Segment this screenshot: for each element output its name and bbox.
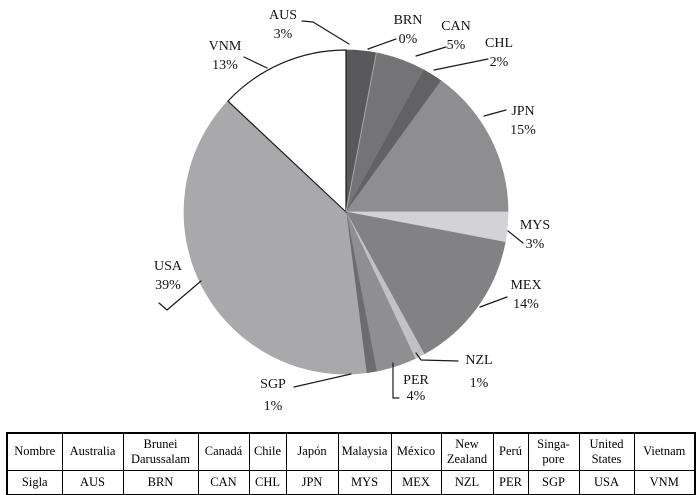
pie-label-pct: 0%	[398, 32, 418, 47]
pie-label-code: JPN	[511, 104, 535, 119]
leader-line-chl	[433, 58, 489, 71]
table-cell-sigla: USA	[578, 470, 635, 495]
pie-label-code: SGP	[260, 377, 286, 392]
pie-label-sgp: SGP 1%	[241, 374, 305, 418]
pie-label-pct: 2%	[489, 55, 509, 70]
pie-label-code: CAN	[441, 19, 471, 34]
pie-chart	[158, 20, 524, 399]
leader-line-vnm	[243, 56, 268, 69]
pie-slice-mex	[345, 211, 506, 355]
pie-label-pct: 4%	[406, 389, 426, 404]
pie-label-code: VNM	[208, 39, 242, 54]
table-cell-nombre: Vietnam	[633, 432, 696, 471]
pie-label-jpn: JPN 15%	[491, 102, 555, 140]
table-cell-nombre: United States	[578, 432, 635, 471]
table-cell-sigla: AUS	[61, 470, 124, 495]
table-cell-nombre: Perú	[492, 432, 529, 471]
pie-label-pct: 3%	[525, 237, 545, 252]
pie-label-code: MEX	[510, 278, 542, 293]
pie-label-aus: AUS 3%	[251, 6, 315, 44]
leader-line-brn	[367, 38, 397, 50]
pie-label-chl: CHL 2%	[467, 34, 531, 72]
table-cell-nombre: Malaysia	[337, 432, 392, 471]
pie-label-code: NZL	[465, 353, 493, 368]
pie-label-mex: MEX 14%	[494, 276, 558, 314]
leader-line-sgp	[293, 373, 352, 388]
pie-label-pct: 1%	[263, 399, 283, 414]
leader-line-nzl	[415, 352, 459, 362]
pie-label-pct: 5%	[446, 38, 466, 53]
table-cell-sigla: VNM	[633, 470, 696, 495]
pie-label-per: PER 4%	[384, 373, 448, 405]
leader-line-usa	[158, 280, 202, 311]
table-cell-sigla: CAN	[197, 470, 250, 495]
pie-label-pct: 39%	[155, 278, 181, 293]
pie-label-code: USA	[153, 259, 182, 274]
table-row-nombre: Nombre Australia Brunei Darussalam Canadá C…	[6, 432, 696, 471]
table-cell-sigla: MYS	[337, 470, 392, 495]
pie-slice-brn	[345, 52, 377, 213]
pie-label-usa: USA 39%	[136, 257, 200, 295]
pie-label-code: BRN	[393, 13, 423, 28]
table-cell-sigla: SGP	[527, 470, 580, 495]
table-cell-nombre: Singa-pore	[527, 432, 580, 471]
table-cell-sigla: CHL	[248, 470, 287, 495]
pie-slice-vnm	[227, 49, 347, 214]
pie-label-code: AUS	[268, 8, 297, 23]
table-row-sigla: Sigla AUS BRN CAN CHL JPN MYS MEX NZL PER SGP USA V…	[6, 470, 696, 495]
table-cell-nombre: New Zealand	[440, 432, 494, 471]
table-cell-nombre: México	[390, 432, 442, 471]
table-cell-sigla-label: Sigla	[6, 470, 63, 495]
table-cell-sigla: PER	[492, 470, 529, 495]
pie-label-pct: 1%	[469, 376, 489, 391]
leader-line-mys	[507, 230, 524, 244]
leader-line-jpn	[483, 109, 507, 117]
pie-label-nzl: NZL 1%	[447, 349, 511, 395]
pie-label-code: MYS	[519, 218, 551, 233]
pie-label-mys: MYS 3%	[503, 216, 567, 254]
pie-label-pct: 3%	[273, 27, 293, 42]
pie-slices	[183, 49, 509, 375]
table-cell-sigla: BRN	[122, 470, 199, 495]
leader-line-mex	[479, 296, 508, 308]
leader-line-aus	[301, 20, 350, 45]
table-cell-nombre-label: Nombre	[6, 432, 63, 471]
pie-label-pct: 13%	[212, 58, 238, 73]
pie-label-brn: BRN 0%	[376, 11, 440, 49]
pie-label-pct: 14%	[513, 297, 539, 312]
table-cell-nombre: Chile	[248, 432, 287, 471]
leader-line-can	[415, 46, 447, 57]
table-cell-nombre: Australia	[61, 432, 124, 471]
table-cell-nombre: Japón	[285, 432, 339, 471]
pie-label-can: CAN 5%	[424, 17, 488, 55]
pie-label-code: CHL	[485, 36, 513, 51]
table-cell-sigla: MEX	[390, 470, 442, 495]
table-cell-nombre: Canadá	[197, 432, 250, 471]
pie-label-vnm: VNM 13%	[193, 37, 257, 75]
leader-line-per	[392, 362, 400, 399]
table-cell-sigla: JPN	[285, 470, 339, 495]
pie-slice-jpn	[345, 80, 509, 213]
table-cell-sigla: NZL	[440, 470, 494, 495]
table-cell-nombre: Brunei Darussalam	[122, 432, 199, 471]
pie-slice-usa	[183, 100, 367, 375]
pie-label-pct: 15%	[510, 123, 536, 138]
legend-table: Nombre Australia Brunei Darussalam Canadá C…	[6, 432, 696, 495]
pie-label-code: PER	[403, 373, 429, 388]
